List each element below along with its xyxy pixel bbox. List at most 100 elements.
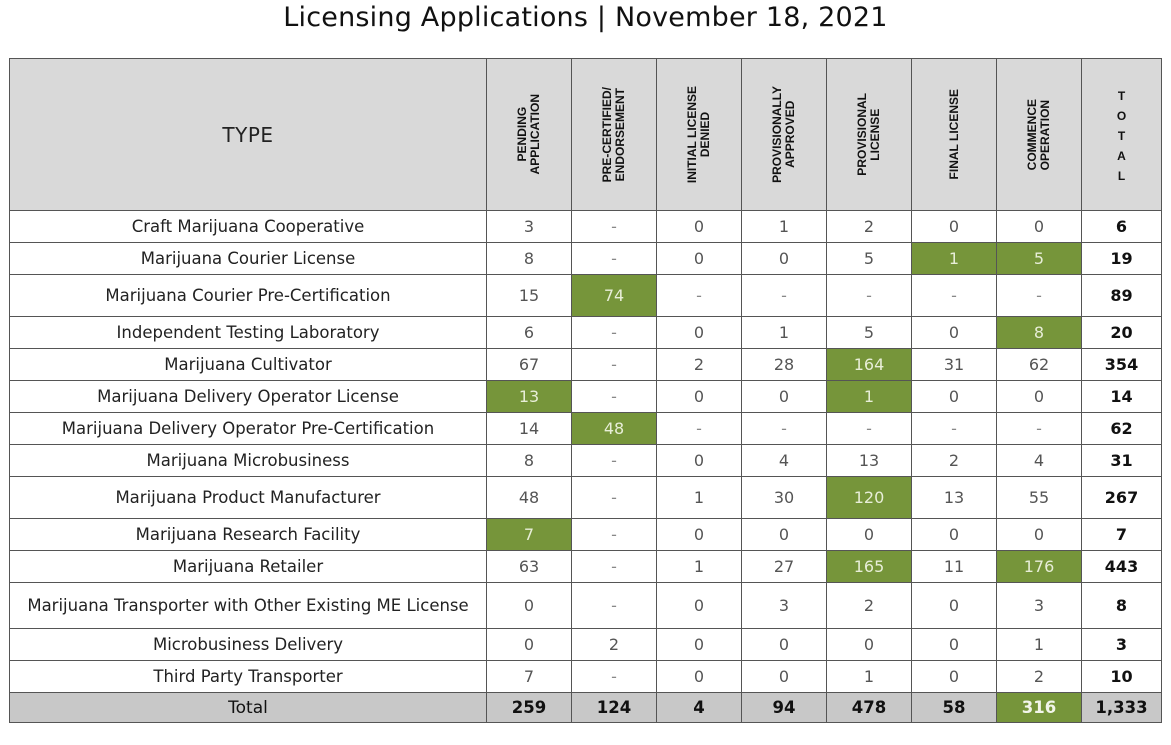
row-total-cell: 19 [1081,242,1162,275]
column-header-label: PENDING APPLICATION [515,94,542,175]
value-cell: 0 [656,380,742,413]
value-cell: 27 [741,550,827,583]
value-cell: 0 [911,628,997,661]
value-cell: - [911,274,997,317]
value-cell: 1 [911,242,997,275]
value-cell: 1 [741,210,827,243]
row-total-cell: 1,333 [1081,692,1162,723]
value-cell: - [656,412,742,445]
value-cell: 0 [996,380,1082,413]
value-cell: 0 [996,518,1082,551]
value-cell: 7 [486,518,572,551]
value-cell: 0 [656,242,742,275]
value-cell: - [741,274,827,317]
type-cell: Marijuana Cultivator [9,348,487,381]
column-header: COMMENCE OPERATION [996,58,1082,211]
row-total-cell: 31 [1081,444,1162,477]
row-total-cell: 10 [1081,660,1162,693]
value-cell: 1 [826,660,912,693]
value-cell: 3 [741,582,827,629]
value-cell: 164 [826,348,912,381]
value-cell: 0 [741,628,827,661]
value-cell: 0 [656,316,742,349]
type-cell: Marijuana Delivery Operator License [9,380,487,413]
column-header-label: COMMENCE OPERATION [1025,98,1052,171]
value-cell: 28 [741,348,827,381]
column-header-label: INITIAL LICENSE DENIED [685,85,712,184]
value-cell: 0 [741,380,827,413]
value-cell: - [656,274,742,317]
type-cell: Independent Testing Laboratory [9,316,487,349]
value-cell: 0 [911,518,997,551]
column-header: PROVISIONAL LICENSE [826,58,912,211]
value-cell: 14 [486,412,572,445]
value-cell: 7 [486,660,572,693]
column-header: PENDING APPLICATION [486,58,572,211]
row-total-cell: 62 [1081,412,1162,445]
value-cell: 0 [656,210,742,243]
column-header-label: FINAL LICENSE [946,89,961,180]
column-header: INITIAL LICENSE DENIED [656,58,742,211]
type-cell: Marijuana Research Facility [9,518,487,551]
value-cell: 0 [486,628,572,661]
value-cell: - [571,242,657,275]
value-cell: 3 [996,582,1082,629]
type-cell: Third Party Transporter [9,660,487,693]
value-cell: 4 [996,444,1082,477]
value-cell: 1 [996,628,1082,661]
value-cell: 31 [911,348,997,381]
value-cell: 62 [996,348,1082,381]
row-total-cell: 267 [1081,476,1162,519]
value-cell: 58 [911,692,997,723]
value-cell: 0 [656,628,742,661]
value-cell: 13 [826,444,912,477]
value-cell: 48 [571,412,657,445]
value-cell: 0 [911,582,997,629]
value-cell: 2 [996,660,1082,693]
table-row: Marijuana Courier License 8-0 0 5 1 5 19 [9,242,1162,275]
value-cell: 165 [826,550,912,583]
value-cell: - [826,274,912,317]
table-row: Marijuana Product Manufacturer 48-1 30 120 1… [9,476,1162,519]
value-cell: 0 [656,660,742,693]
value-cell: - [571,550,657,583]
value-cell: 1 [826,380,912,413]
totals-label: Total [9,692,487,723]
value-cell: - [571,380,657,413]
column-header-label: PROVISIONALLY APPROVED [770,86,797,183]
type-cell: Marijuana Delivery Operator Pre-Certific… [9,412,487,445]
column-header: PRE-CERTIFIED/ ENDORSEMENT [571,58,657,211]
value-cell: 0 [486,582,572,629]
value-cell: - [996,412,1082,445]
row-total-cell: 443 [1081,550,1162,583]
header-row: TYPE PENDING APPLICATION PRE-CERTIFIED/ E… [9,58,1162,211]
value-cell: 4 [741,444,827,477]
row-total-cell: 6 [1081,210,1162,243]
value-cell: 3 [486,210,572,243]
row-total-cell: 8 [1081,582,1162,629]
value-cell: 67 [486,348,572,381]
value-cell: 0 [911,380,997,413]
value-cell: - [571,476,657,519]
value-cell: 0 [656,582,742,629]
value-cell: 2 [911,444,997,477]
row-total-cell: 20 [1081,316,1162,349]
value-cell: - [571,348,657,381]
value-cell: 1 [741,316,827,349]
type-cell: Marijuana Product Manufacturer [9,476,487,519]
row-total-cell: 7 [1081,518,1162,551]
value-cell: 8 [486,444,572,477]
type-column-header: TYPE [9,58,487,211]
value-cell: - [571,518,657,551]
value-cell: 120 [826,476,912,519]
value-cell: 55 [996,476,1082,519]
type-cell: Marijuana Courier Pre-Certification [9,274,487,317]
value-cell: 5 [826,316,912,349]
value-cell: 0 [996,210,1082,243]
value-cell: 63 [486,550,572,583]
value-cell: 0 [911,210,997,243]
page-title: Licensing Applications | November 18, 20… [283,2,888,33]
value-cell: - [996,274,1082,317]
value-cell: 0 [826,628,912,661]
value-cell: 1 [656,550,742,583]
